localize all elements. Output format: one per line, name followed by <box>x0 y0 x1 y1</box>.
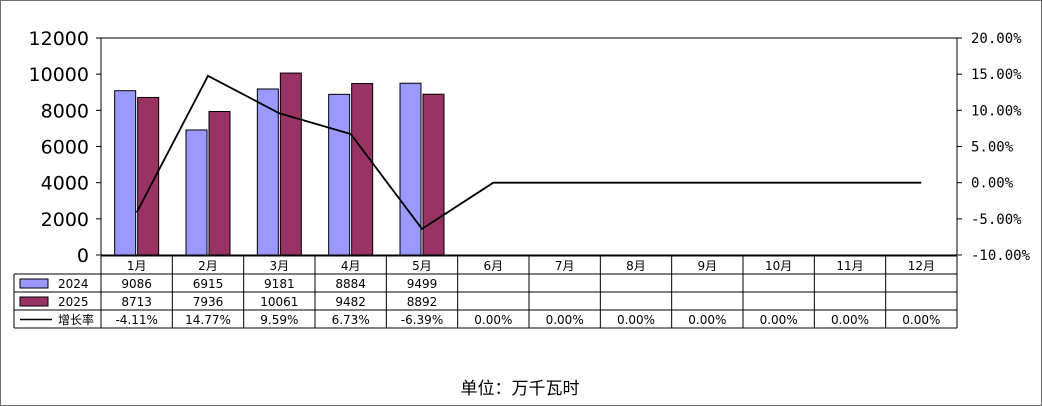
left-axis-tick-label: 6000 <box>41 137 89 159</box>
table-cell: 8884 <box>335 277 366 291</box>
bar-2024-4 <box>328 93 351 256</box>
bar-2025-1 <box>137 96 160 256</box>
category-label-10: 10月 <box>765 259 792 273</box>
right-axis-tick-label: 5.00% <box>971 140 1014 156</box>
category-label-4: 4月 <box>341 259 361 273</box>
category-label-5: 5月 <box>412 259 432 273</box>
table-cell: 9482 <box>335 295 366 309</box>
category-label-9: 9月 <box>698 259 718 273</box>
category-label-3: 3月 <box>270 259 290 273</box>
right-axis-tick-label: 15.00% <box>971 67 1022 83</box>
category-label-1: 1月 <box>127 259 147 273</box>
category-label-11: 11月 <box>836 259 863 273</box>
table-cell: 0.00% <box>474 313 512 327</box>
table-cell: 9.59% <box>260 313 298 327</box>
plot-area <box>100 37 958 256</box>
growth-rate-line <box>135 74 922 231</box>
table-cell: 0.00% <box>617 313 655 327</box>
table-cell: 0.00% <box>546 313 584 327</box>
table-cell: 9086 <box>121 277 152 291</box>
left-axis-tick-label: 0 <box>77 245 89 267</box>
legend-label-2: 2025 <box>58 295 89 309</box>
table-cell: -6.39% <box>401 313 443 327</box>
table-cell: 6915 <box>193 277 224 291</box>
left-axis-tick-label: 8000 <box>41 100 89 122</box>
left-axis-tick-label: 4000 <box>41 173 89 195</box>
table-cell: 8713 <box>121 295 152 309</box>
right-axis-tick-label: -10.00% <box>971 248 1031 264</box>
category-label-2: 2月 <box>198 259 218 273</box>
bar-2025-2 <box>208 110 231 256</box>
bar-2025-3 <box>279 72 302 256</box>
table-cell: 0.00% <box>688 313 726 327</box>
table-cell: 9499 <box>407 277 438 291</box>
category-label-6: 6月 <box>484 259 504 273</box>
bar-2024-2 <box>185 129 208 256</box>
left-axis-tick-label: 10000 <box>29 64 89 86</box>
right-axis-tick-label: 10.00% <box>971 103 1022 119</box>
unit-label: 单位：万千瓦时 <box>460 379 580 399</box>
bar-2024-1 <box>114 90 137 256</box>
category-label-8: 8月 <box>626 259 646 273</box>
table-cell: 0.00% <box>760 313 798 327</box>
table-cell: 0.00% <box>902 313 940 327</box>
category-label-12: 12月 <box>908 259 935 273</box>
right-axis-tick-label: 0.00% <box>971 176 1014 192</box>
bar-2024-3 <box>256 88 279 256</box>
right-axis-tick-label: 20.00% <box>971 31 1022 47</box>
legend-key-2024 <box>19 278 49 289</box>
bar-2025-5 <box>422 93 445 256</box>
category-label-7: 7月 <box>555 259 575 273</box>
table-cell: 8892 <box>407 295 438 309</box>
table-cell: -4.11% <box>115 313 157 327</box>
legend-label-3: 增长率 <box>58 312 94 327</box>
table-cell: 0.00% <box>831 313 869 327</box>
table-cell: 7936 <box>193 295 224 309</box>
table-cell: 14.77% <box>185 313 231 327</box>
table-cell: 10061 <box>260 295 298 309</box>
legend-label-1: 2024 <box>58 277 89 291</box>
table-cell: 6.73% <box>332 313 370 327</box>
bar-2025-4 <box>351 83 374 256</box>
legend-key-2025 <box>19 296 49 307</box>
right-axis-tick-label: -5.00% <box>971 212 1022 228</box>
left-axis-tick-label: 2000 <box>41 209 89 231</box>
table-cell: 9181 <box>264 277 295 291</box>
bar-2024-5 <box>399 82 422 256</box>
left-axis-tick-label: 12000 <box>29 28 89 50</box>
